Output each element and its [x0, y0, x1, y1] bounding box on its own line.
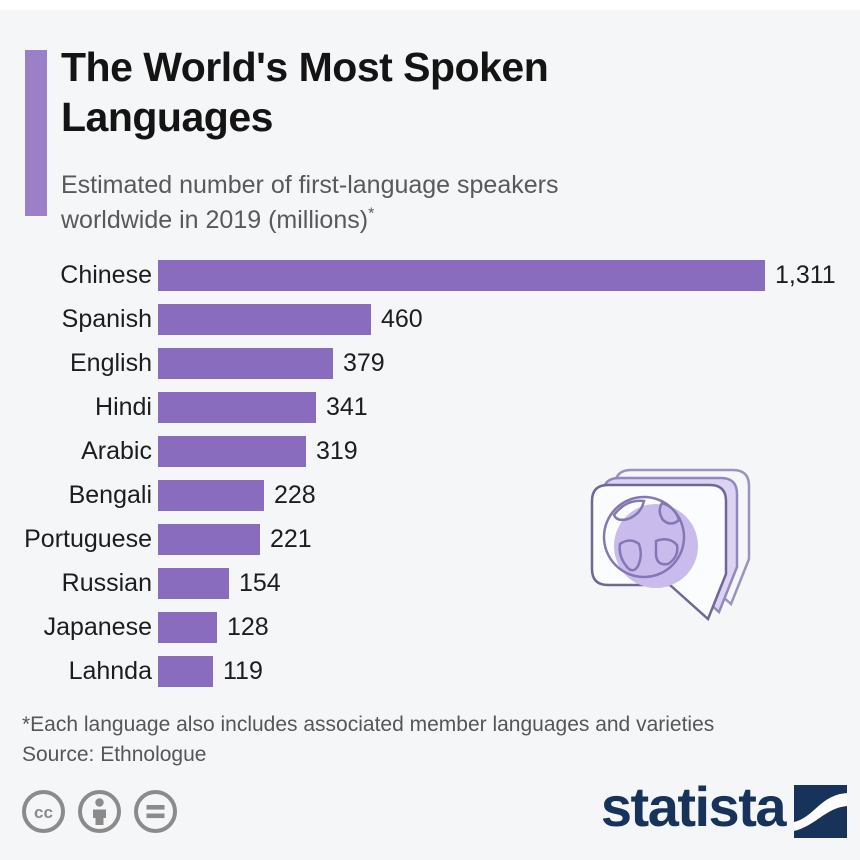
bar-row: Russian 154 [17, 568, 843, 599]
category-label: Spanish [61, 305, 152, 333]
category-label: Portuguese [24, 525, 152, 553]
source-text: Source: Ethnologue [22, 742, 207, 766]
category-label: English [70, 349, 152, 377]
footnotes: *Each language also includes associated … [22, 710, 802, 770]
value-label: 379 [343, 349, 385, 377]
value-label: 1,311 [775, 261, 836, 289]
bar [158, 260, 765, 291]
bar [158, 348, 333, 379]
value-label: 319 [316, 437, 358, 465]
bar-row: Spanish 460 [17, 304, 843, 335]
statista-logo[interactable]: statista [601, 779, 847, 839]
statista-logo-icon [794, 784, 847, 838]
bar [158, 436, 306, 467]
category-label: Russian [61, 569, 152, 597]
value-label: 341 [326, 393, 368, 421]
subtitle-text: Estimated number of first-language speak… [61, 171, 559, 234]
equals-icon[interactable] [132, 788, 179, 835]
cc-icon[interactable]: cc [20, 788, 67, 835]
category-label: Arabic [81, 437, 152, 465]
bar-row: Lahnda 119 [17, 656, 843, 687]
bar-row: English 379 [17, 348, 843, 379]
bar [158, 304, 371, 335]
statista-wordmark: statista [600, 775, 787, 838]
bar [158, 392, 316, 423]
bar [158, 480, 264, 511]
bar-row: Arabic 319 [17, 436, 843, 467]
bar-row: Portuguese 221 [17, 524, 843, 555]
category-label: Lahnda [68, 657, 152, 685]
bar [158, 568, 229, 599]
speech-bubble-globe-icon [590, 468, 751, 622]
title-accent-bar [25, 50, 47, 216]
category-label: Japanese [43, 613, 152, 641]
bar-chart: Chinese 1,311 Spanish 460 English 379 Hindi 341… [17, 260, 843, 700]
bar-row: Japanese 128 [17, 612, 843, 643]
footnote-marker: * [368, 205, 375, 223]
attribution-person-icon[interactable] [76, 788, 123, 835]
value-label: 119 [223, 657, 263, 685]
top-white-strip [0, 0, 860, 10]
bar-row: Hindi 341 [17, 392, 843, 423]
category-label: Bengali [68, 481, 152, 509]
bar [158, 524, 260, 555]
value-label: 128 [227, 613, 269, 641]
bar-row: Chinese 1,311 [17, 260, 843, 291]
chart-subtitle: Estimated number of first-language speak… [61, 168, 671, 238]
footnote-text: *Each language also includes associated … [22, 713, 715, 736]
value-label: 154 [239, 569, 281, 597]
bar [158, 656, 213, 687]
page-title: The World's Most Spoken Languages [61, 44, 549, 141]
category-label: Chinese [60, 261, 152, 289]
value-label: 460 [381, 305, 423, 333]
category-label: Hindi [95, 393, 152, 421]
value-label: 228 [274, 481, 316, 509]
svg-text:cc: cc [34, 803, 53, 822]
bar-row: Bengali 228 [17, 480, 843, 511]
bar [158, 612, 217, 643]
license-icons[interactable]: cc [20, 788, 179, 835]
value-label: 221 [270, 525, 312, 553]
